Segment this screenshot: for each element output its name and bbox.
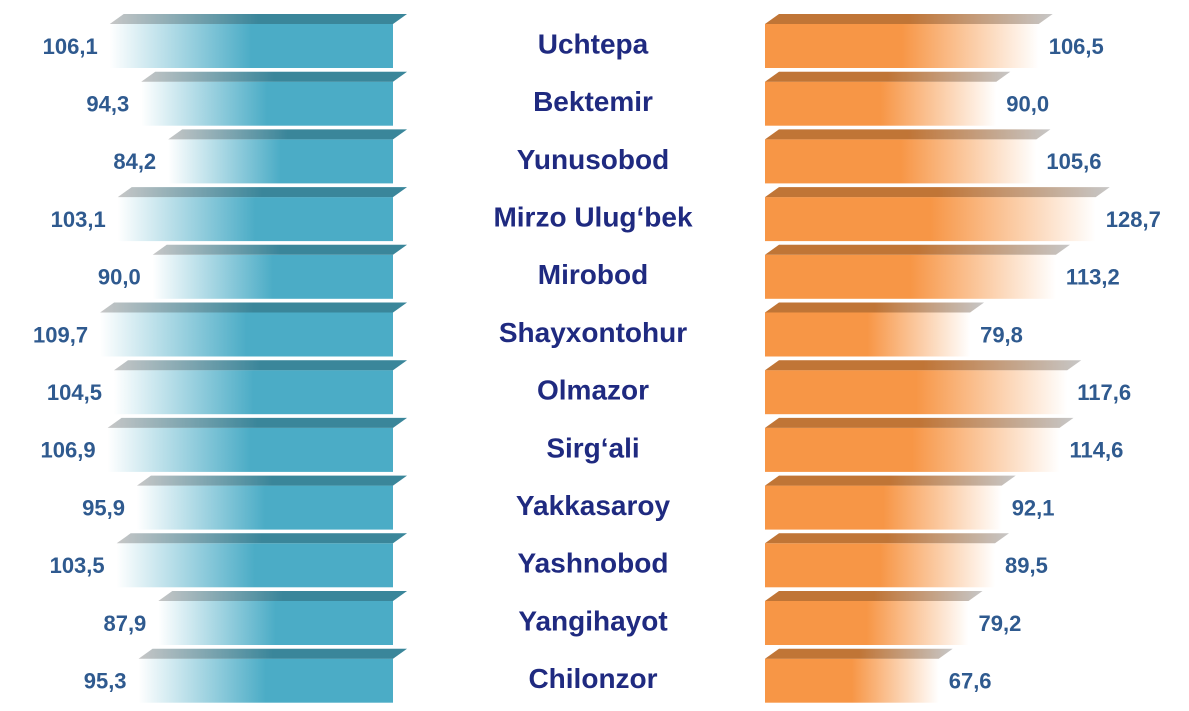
bar — [765, 129, 1051, 184]
bar — [100, 302, 407, 357]
value-label: 84,2 — [113, 149, 156, 174]
value-label: 117,6 — [1077, 380, 1131, 405]
bar — [765, 648, 953, 703]
category-label: Yunusobod — [517, 144, 669, 175]
category-label: Uchtepa — [538, 28, 649, 59]
bar — [117, 187, 408, 242]
bar — [138, 648, 407, 703]
bar — [765, 187, 1110, 242]
bar — [136, 475, 407, 530]
category-label: Sirg‘ali — [546, 432, 639, 463]
value-label: 79,2 — [979, 611, 1022, 636]
value-label: 109,7 — [33, 322, 88, 347]
value-label: 94,3 — [86, 92, 129, 117]
bar — [109, 14, 407, 68]
value-label: 128,7 — [1106, 207, 1161, 232]
bar — [765, 14, 1053, 68]
value-label: 113,2 — [1066, 265, 1120, 290]
bar — [765, 533, 1010, 588]
bar — [113, 360, 408, 415]
value-label: 105,6 — [1046, 149, 1101, 174]
category-label: Yangihayot — [518, 605, 667, 636]
bar — [765, 244, 1070, 299]
category-label: Yakkasaroy — [516, 490, 671, 521]
value-label: 106,9 — [41, 438, 96, 463]
value-label: 92,1 — [1012, 495, 1055, 520]
value-label: 79,8 — [980, 322, 1023, 347]
bar — [765, 302, 985, 357]
bar — [107, 417, 408, 472]
value-label: 87,9 — [103, 611, 146, 636]
bar — [765, 417, 1074, 472]
value-label: 103,1 — [51, 207, 106, 232]
value-label: 104,5 — [47, 380, 102, 405]
bar — [116, 533, 407, 588]
value-label: 67,6 — [949, 669, 992, 694]
bar — [765, 591, 983, 645]
category-label: Bektemir — [533, 86, 653, 117]
value-label: 103,5 — [50, 553, 105, 578]
bar — [152, 244, 407, 299]
value-label: 90,0 — [1006, 92, 1049, 117]
bar — [158, 591, 407, 645]
value-label: 114,6 — [1070, 438, 1124, 463]
value-label: 90,0 — [98, 265, 141, 290]
bar — [141, 71, 407, 126]
bar — [765, 360, 1082, 415]
category-label: Shayxontohur — [499, 317, 687, 348]
category-label: Mirzo Ulug‘bek — [493, 201, 693, 232]
value-label: 95,9 — [82, 495, 125, 520]
category-label: Mirobod — [538, 259, 648, 290]
value-label: 95,3 — [84, 669, 127, 694]
bar — [765, 71, 1011, 126]
value-label: 89,5 — [1005, 553, 1048, 578]
value-label: 106,1 — [43, 34, 98, 59]
bar — [765, 475, 1016, 530]
category-label: Yashnobod — [518, 548, 669, 579]
bar — [168, 129, 407, 184]
category-label: Chilonzor — [528, 663, 657, 694]
category-label: Olmazor — [537, 375, 649, 406]
value-label: 106,5 — [1049, 34, 1104, 59]
